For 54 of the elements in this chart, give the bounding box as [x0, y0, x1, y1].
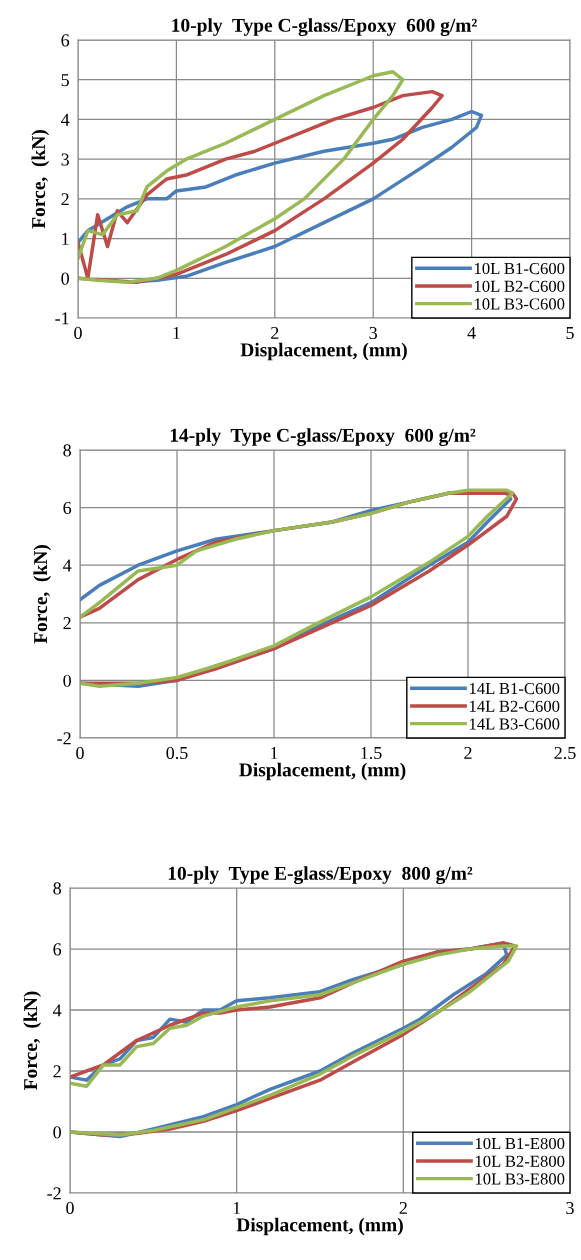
y-tick-label: 1 [62, 232, 69, 245]
x-tick-label: 1 [173, 326, 180, 339]
x-tick-label: 5 [566, 327, 574, 340]
y-tick-label: 3 [61, 153, 69, 166]
y-tick-label: 4 [52, 1004, 62, 1017]
legend-label: 10L B3-C600 [474, 298, 565, 310]
x-tick-label: 2 [399, 1201, 407, 1214]
x-tick-label: 3 [566, 1201, 574, 1215]
x-tick-label: 0.5 [166, 746, 188, 760]
x-tick-label: 0 [74, 326, 82, 340]
x-axis-title: Displacement, (mm) [236, 1217, 403, 1236]
legend-label: 10L B1-C600 [474, 262, 565, 275]
legend-label: 14L B1-C600 [469, 682, 560, 695]
y-tick-label: 0 [53, 1126, 61, 1139]
legend-label: 10L B1-E800 [475, 1137, 565, 1150]
y-tick-label: 0 [63, 674, 71, 687]
y-axis-title: Force, (kN) [33, 545, 52, 644]
y-tick-label: 2 [63, 617, 71, 630]
x-tick-label: 2 [271, 326, 279, 339]
y-tick-label: -1 [55, 312, 69, 325]
legend-label: 10L B3-E800 [475, 1173, 565, 1185]
x-axis-title: Displacement, (mm) [240, 342, 407, 361]
y-tick-label: 0 [61, 272, 69, 285]
y-tick-label: 2 [61, 193, 69, 206]
y-tick-label: 8 [63, 444, 71, 457]
x-tick-label: 2.5 [554, 746, 576, 760]
x-tick-label: 1.5 [361, 746, 382, 760]
x-tick-label: 2 [464, 746, 472, 759]
x-tick-label: 4 [467, 326, 476, 339]
legend-label: 14L B3-C600 [469, 718, 560, 730]
y-tick-label: 8 [53, 882, 61, 895]
legend-label: 10L B2-C600 [474, 280, 565, 292]
x-tick-label: 1 [233, 1201, 241, 1214]
chart-title: 14-ply Type C-glass/Epoxy 600 g/m² [170, 428, 476, 446]
y-tick-label: 5 [61, 74, 69, 87]
y-tick-label: 6 [53, 943, 62, 956]
y-tick-label: 4 [62, 559, 72, 572]
line-series [78, 70, 405, 284]
x-axis-title: Displacement, (mm) [239, 762, 406, 781]
legend-label: 14L B2-C600 [469, 700, 560, 712]
x-tick-label: 1 [271, 746, 278, 759]
legend-label: 10L B2-E800 [475, 1155, 565, 1167]
x-tick-label: 3 [369, 326, 378, 340]
y-tick-label: 6 [63, 501, 72, 515]
y-tick-label: -2 [57, 732, 71, 745]
chart-title: 10-ply Type C-glass/Epoxy 600 g/m² [172, 18, 477, 36]
y-tick-label: 2 [53, 1065, 61, 1078]
y-tick-label: 6 [61, 34, 70, 47]
y-tick-label: -2 [47, 1187, 61, 1200]
y-tick-label: 4 [60, 113, 70, 126]
y-axis-title: Force, (kN) [23, 991, 42, 1090]
x-tick-label: 0 [76, 746, 84, 760]
y-axis-title: Force, (kN) [31, 130, 50, 229]
chart-title: 10-ply Type E-glass/Epoxy 800 g/m² [168, 866, 473, 884]
